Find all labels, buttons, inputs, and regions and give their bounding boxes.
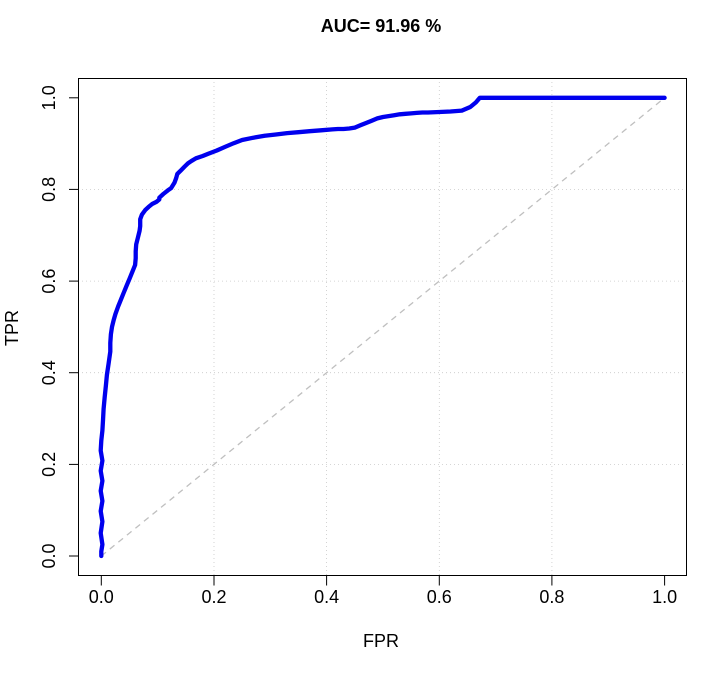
- svg-text:0.2: 0.2: [39, 452, 59, 477]
- svg-text:0.6: 0.6: [427, 587, 452, 607]
- svg-text:0.4: 0.4: [39, 360, 59, 385]
- svg-text:0.8: 0.8: [539, 587, 564, 607]
- svg-text:0.4: 0.4: [314, 587, 339, 607]
- svg-text:0.6: 0.6: [39, 269, 59, 294]
- svg-text:0.0: 0.0: [39, 543, 59, 568]
- svg-text:AUC= 91.96 %: AUC= 91.96 %: [321, 16, 442, 36]
- svg-text:0.0: 0.0: [89, 587, 114, 607]
- svg-text:FPR: FPR: [363, 631, 399, 651]
- svg-text:1.0: 1.0: [652, 587, 677, 607]
- svg-text:TPR: TPR: [2, 310, 22, 346]
- svg-text:1.0: 1.0: [39, 85, 59, 110]
- svg-text:0.2: 0.2: [201, 587, 226, 607]
- svg-text:0.8: 0.8: [39, 177, 59, 202]
